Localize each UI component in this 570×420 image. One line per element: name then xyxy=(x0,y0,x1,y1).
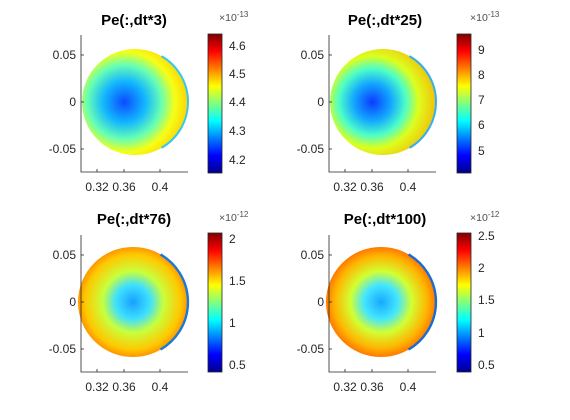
colorbar-tick-label: 4.6 xyxy=(229,39,246,53)
y-tick-label: 0.05 xyxy=(301,48,325,62)
y-tick-label: -0.05 xyxy=(297,142,325,156)
panel-1: Pe(:,dt*3) 0.05 0 -0.05 xyxy=(49,10,249,194)
edge-ring xyxy=(408,55,437,149)
edge-ring xyxy=(407,253,438,351)
y-tick-label: 0.05 xyxy=(53,48,77,62)
colorbar-tick-label: 1.5 xyxy=(229,274,246,288)
colorbar-tick-label: 0.5 xyxy=(229,358,246,372)
colorbar: ×10-13 4.6 4.5 4.4 4.3 4.2 xyxy=(207,10,249,174)
panel-title: Pe(:,dt*100) xyxy=(344,211,427,228)
plot-area: 0.05 0 -0.05 0.32 0.36 0.4 xyxy=(297,235,438,394)
y-tick-label: -0.05 xyxy=(297,342,325,356)
x-tick-label: 0.36 xyxy=(112,380,136,394)
colorbar-tick-label: 1 xyxy=(229,316,236,330)
y-tick-label: -0.05 xyxy=(49,142,77,156)
field-disk xyxy=(78,247,188,357)
colorbar-tick-label: 4.5 xyxy=(229,67,246,81)
colorbar-exponent: ×10-13 xyxy=(219,10,249,24)
x-tick-label: 0.4 xyxy=(152,180,169,194)
x-tick-label: 0.4 xyxy=(400,380,417,394)
y-tick-label: 0.05 xyxy=(301,248,325,262)
x-tick-label: 0.32 xyxy=(333,180,357,194)
x-tick-label: 0.32 xyxy=(85,380,109,394)
panel-title: Pe(:,dt*76) xyxy=(97,211,171,228)
plot-area: 0.05 0 -0.05 0.32 0.36 0.4 xyxy=(297,35,437,194)
y-tick-label: 0 xyxy=(317,295,324,309)
colorbar-tick-label: 1 xyxy=(478,326,485,340)
colorbar-tick-label: 5 xyxy=(478,144,485,158)
y-tick-label: 0 xyxy=(69,295,76,309)
colorbar-tick-label: 7 xyxy=(478,93,485,107)
x-tick-label: 0.32 xyxy=(85,180,109,194)
colorbar-tick-label: 4.4 xyxy=(229,95,246,109)
colorbar-tick-label: 2.5 xyxy=(478,229,495,243)
panel-title: Pe(:,dt*25) xyxy=(348,12,422,29)
panel-2: Pe(:,dt*25) 0.05 0 -0.05 xyxy=(297,10,500,194)
x-tick-label: 0.36 xyxy=(360,380,384,394)
colorbar-exponent: ×10-12 xyxy=(470,210,500,224)
colorbar-tick-label: 8 xyxy=(478,68,485,82)
plot-area: 0.05 0 -0.05 0.32 0.36 0.4 xyxy=(49,235,190,394)
colorbar-tick-label: 1.5 xyxy=(478,293,495,307)
y-tick-label: -0.05 xyxy=(49,342,77,356)
y-tick-label: 0 xyxy=(69,95,76,109)
panel-title: Pe(:,dt*3) xyxy=(101,12,167,29)
colorbar: ×10-13 9 8 7 6 5 xyxy=(456,10,500,174)
y-tick-label: 0 xyxy=(317,95,324,109)
field-disk xyxy=(326,247,436,357)
panel-3: Pe(:,dt*76) 0.05 0 -0.05 xyxy=(49,210,249,394)
colorbar-tick-label: 4.2 xyxy=(229,153,246,167)
colorbar: ×10-12 2 1.5 1 0.5 xyxy=(207,210,249,373)
colorbar: ×10-12 2.5 2 1.5 1 0.5 xyxy=(456,210,500,373)
x-tick-label: 0.36 xyxy=(360,180,384,194)
colorbar-tick-label: 2 xyxy=(478,261,485,275)
colorbar-tick-label: 0.5 xyxy=(478,358,495,372)
field-disk xyxy=(330,49,436,155)
field-disk xyxy=(82,49,188,155)
x-tick-label: 0.4 xyxy=(400,180,417,194)
x-tick-label: 0.32 xyxy=(333,380,357,394)
y-tick-label: 0.05 xyxy=(53,248,77,262)
colorbar-tick-label: 4.3 xyxy=(229,124,246,138)
colorbar-tick-label: 9 xyxy=(478,43,485,57)
plot-area: 0.05 0 -0.05 0.32 0.36 0.4 xyxy=(49,35,189,194)
edge-ring xyxy=(159,253,190,351)
x-tick-label: 0.4 xyxy=(152,380,169,394)
panel-4: Pe(:,dt*100) 0.05 0 -0.05 xyxy=(297,210,500,394)
colorbar-tick-label: 2 xyxy=(229,232,236,246)
colorbar-exponent: ×10-12 xyxy=(219,210,249,224)
colorbar-exponent: ×10-13 xyxy=(470,10,500,24)
x-tick-label: 0.36 xyxy=(112,180,136,194)
colorbar-tick-label: 6 xyxy=(478,118,485,132)
edge-ring xyxy=(160,55,189,149)
